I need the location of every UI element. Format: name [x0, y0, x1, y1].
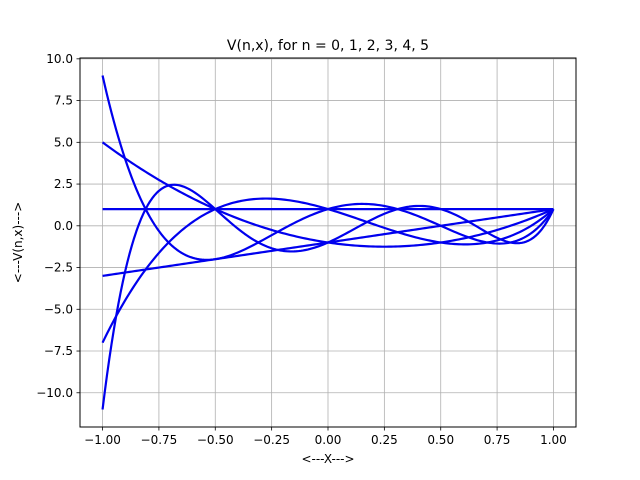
x-tick-label: 1.00	[540, 433, 567, 447]
chart-title: V(n,x), for n = 0, 1, 2, 3, 4, 5	[227, 38, 429, 54]
x-tick-label: 0.75	[484, 433, 511, 447]
x-axis-ticks: −1.00 −0.75 −0.50 −0.25 0.00 0.25 0.50 0.75 1.00	[84, 427, 567, 447]
x-tick-label: −0.75	[141, 433, 178, 447]
x-tick-label: −0.25	[253, 433, 290, 447]
y-axis-ticks: −10.0 −7.5 −5.0 −2.5 0.0 2.5 5.0 7.5 10.0	[36, 52, 80, 400]
x-axis-label: <---X--->	[301, 452, 354, 466]
plot-lines	[101, 75, 555, 410]
x-tick-label: −1.00	[84, 433, 121, 447]
y-tick-label: 10.0	[46, 52, 73, 66]
x-tick-label: 0.50	[427, 433, 454, 447]
y-tick-label: 0.0	[54, 219, 73, 233]
grid	[80, 58, 576, 427]
y-tick-label: 7.5	[54, 94, 73, 108]
y-tick-label: −5.0	[44, 302, 73, 316]
y-tick-label: 5.0	[54, 135, 73, 149]
x-tick-label: 0.25	[371, 433, 398, 447]
y-tick-label: −2.5	[44, 261, 73, 275]
series-line-n4	[101, 75, 555, 261]
y-tick-label: −10.0	[36, 386, 73, 400]
y-axis-label: <---V(n,x)--->	[11, 202, 25, 283]
x-tick-label: −0.50	[197, 433, 234, 447]
series-line-n5	[101, 183, 555, 410]
x-tick-label: 0.00	[315, 433, 342, 447]
y-tick-label: 2.5	[54, 177, 73, 191]
y-tick-label: −7.5	[44, 344, 73, 358]
